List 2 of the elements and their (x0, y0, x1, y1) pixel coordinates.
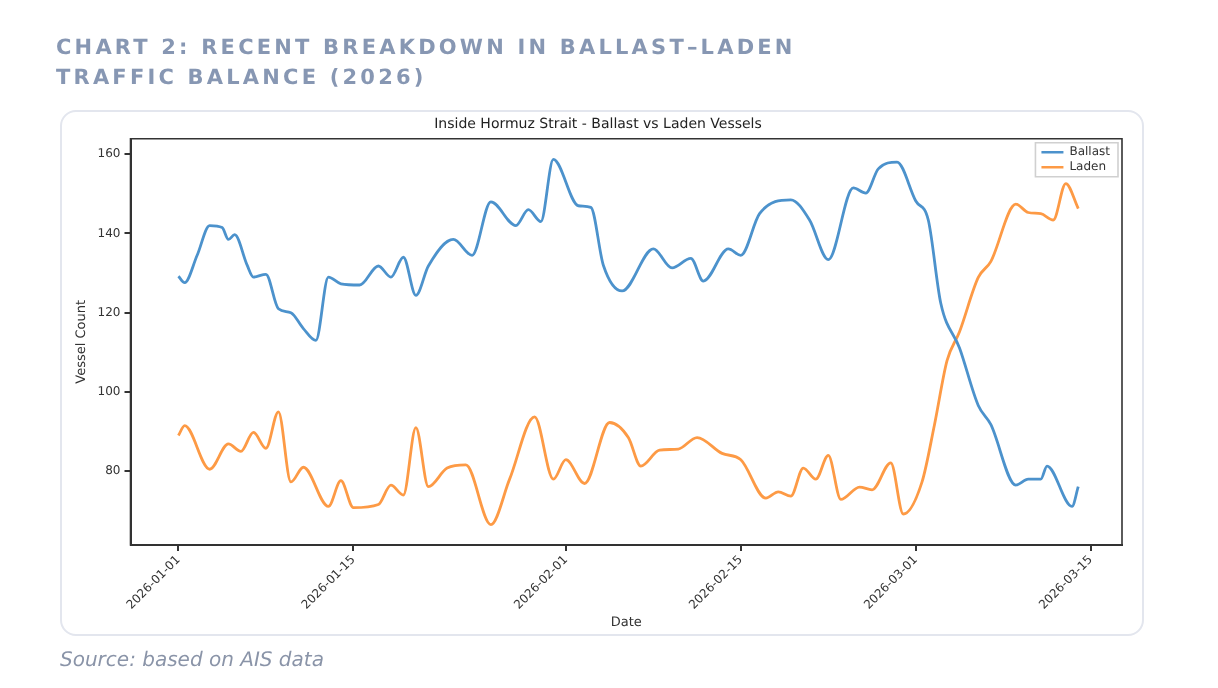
source-note: Source: based on AIS data (60, 650, 324, 672)
chart-title: CHART 2: RECENT BREAKDOWN IN BALLAST–LADEN TRAFFIC BALANCE (2026) (56, 34, 798, 94)
